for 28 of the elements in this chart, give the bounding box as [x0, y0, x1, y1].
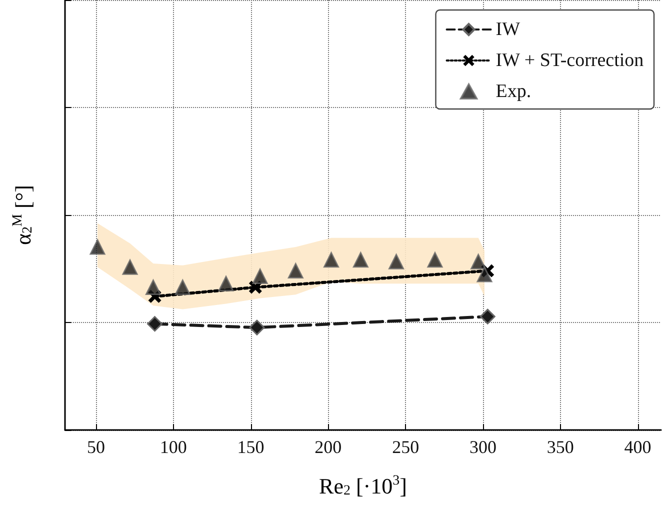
point: [352, 252, 368, 268]
point: [122, 259, 138, 275]
point: [324, 252, 340, 268]
point: [252, 268, 268, 284]
point: [218, 276, 234, 292]
x-tick-label: 350: [546, 437, 574, 457]
point: [427, 252, 443, 268]
point: [249, 320, 265, 336]
point: [147, 316, 163, 332]
y-axis-title: α2M [°]: [10, 185, 36, 245]
x-tick-label: 100: [160, 437, 187, 457]
x-tick-label: 250: [392, 437, 420, 457]
x-tick-label: 200: [314, 437, 342, 457]
legend-label: IW: [496, 19, 520, 40]
x-tick-label: 50: [86, 437, 105, 457]
x-tick-label: 400: [624, 437, 652, 457]
legend-label: Exp.: [496, 81, 532, 102]
point: [90, 239, 106, 255]
legend-label: IW + ST-correction: [496, 50, 644, 71]
point: [288, 263, 304, 279]
point: [174, 280, 190, 296]
point: [476, 266, 492, 282]
x-tick-label: 150: [237, 437, 264, 457]
point: [480, 308, 496, 324]
x-tick-label: 300: [469, 437, 496, 457]
point: [470, 254, 486, 270]
point: [388, 254, 404, 270]
point: [145, 280, 161, 296]
